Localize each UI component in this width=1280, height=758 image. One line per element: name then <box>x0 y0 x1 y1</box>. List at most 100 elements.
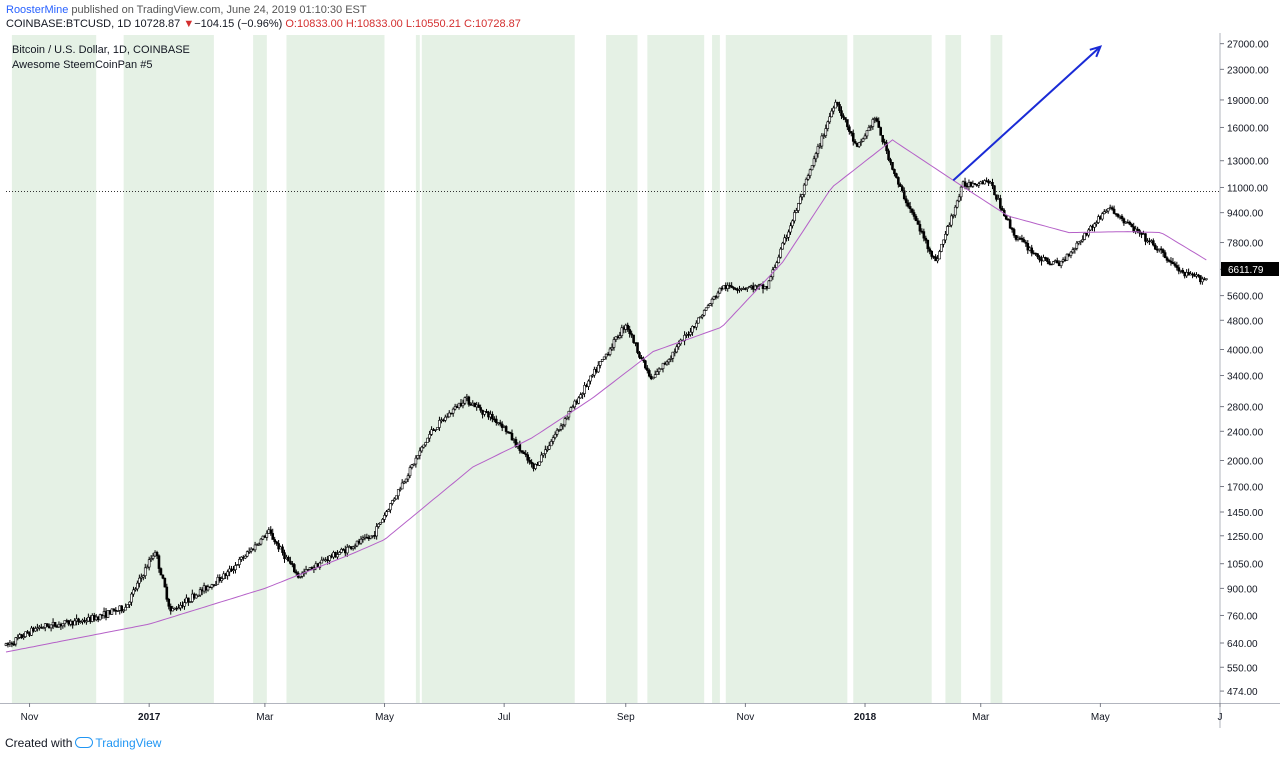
candle-body <box>1004 215 1008 220</box>
candle-body <box>1046 257 1049 262</box>
candle-body <box>377 523 380 527</box>
candle-body <box>563 418 567 426</box>
price-tick-label: 5600.00 <box>1227 292 1264 303</box>
candle-body <box>408 467 412 477</box>
candle-body <box>140 576 143 579</box>
candle-body <box>243 555 247 559</box>
candle-body <box>698 316 702 319</box>
candle-body <box>98 614 102 621</box>
candle-body <box>1173 263 1177 266</box>
price-tick-label: 550.00 <box>1227 663 1258 674</box>
candle-body <box>618 335 622 338</box>
candle-body <box>1081 239 1085 242</box>
candle-body <box>544 449 547 455</box>
price-tick-label: 3400.00 <box>1227 372 1264 383</box>
candle-body <box>1204 278 1208 281</box>
price-tick-label: 1250.00 <box>1227 532 1264 543</box>
candle-body <box>1171 262 1175 265</box>
candle-body <box>1089 225 1092 231</box>
candle-body <box>508 431 512 434</box>
candle-body <box>422 444 426 448</box>
candle-body <box>914 216 918 222</box>
candle-body <box>748 286 751 289</box>
candle-body <box>518 444 522 451</box>
candle-body <box>867 127 871 132</box>
candle-body <box>283 552 286 560</box>
candle-body <box>147 559 151 568</box>
candle-body <box>598 361 602 366</box>
candle-body <box>810 165 814 171</box>
price-tick-label: 16000.00 <box>1227 123 1269 134</box>
price-tick-label: 1450.00 <box>1227 508 1264 519</box>
candle-body <box>626 324 630 330</box>
price-chart[interactable]: 474.00 550.00 640.00 760.00 900.00 1050.00 125… <box>0 33 1280 728</box>
candle-body <box>859 141 863 143</box>
candle-body <box>906 202 910 207</box>
moving-average-series <box>5 139 1207 653</box>
price-tick-label: 4800.00 <box>1227 316 1264 327</box>
time-tick-label: Nov <box>21 712 39 723</box>
candle-body <box>795 210 798 213</box>
candle-body <box>410 464 414 468</box>
candle-body <box>895 173 898 178</box>
candle-body <box>232 569 235 572</box>
tradingview-link[interactable]: TradingView <box>95 736 162 750</box>
candle-body <box>49 624 53 629</box>
candle-body <box>973 183 977 185</box>
candle-body <box>277 543 280 550</box>
candle-body <box>463 397 467 404</box>
candle-body <box>126 604 129 608</box>
candle-body <box>26 631 29 634</box>
candle-body <box>245 551 249 557</box>
candle-body <box>844 117 847 120</box>
candle-body <box>294 571 298 574</box>
last-price: 10728.87 <box>134 18 181 30</box>
candle-body <box>991 182 994 187</box>
candle-body <box>451 408 455 414</box>
candle-body <box>306 569 310 571</box>
candle-body <box>697 317 700 324</box>
candle-body <box>157 555 161 569</box>
candle-body <box>328 555 331 561</box>
author-link[interactable]: RoosterMine <box>6 4 69 16</box>
candle-body <box>657 368 661 372</box>
legend-indicator: Awesome SteemCoinPan #5 <box>12 59 153 71</box>
candle-body <box>194 594 198 599</box>
candle-body <box>1165 257 1169 261</box>
candle-body <box>1073 248 1077 250</box>
candle-body <box>708 303 712 306</box>
candle-body <box>391 500 394 504</box>
candle-body <box>1102 211 1106 215</box>
candle-body <box>726 285 730 289</box>
candle-body <box>1079 240 1083 243</box>
candle-body <box>1050 263 1053 266</box>
candle-body <box>1095 222 1098 225</box>
candle-body <box>924 237 928 241</box>
candle-body <box>134 588 137 591</box>
candle-body <box>904 198 908 204</box>
candle-body <box>977 183 981 186</box>
candle-body <box>247 550 251 553</box>
candle-body <box>565 416 569 419</box>
candle-body <box>540 454 543 463</box>
time-axis: Nov 2017 Mar May Jul Sep Nov 2018 Mar May J <box>21 703 1223 723</box>
candle-body <box>445 416 449 419</box>
candle-body <box>559 425 563 430</box>
time-tick-label: Mar <box>256 712 274 723</box>
candle-body <box>644 360 647 369</box>
chart-area[interactable]: 474.00 550.00 640.00 760.00 900.00 1050.00 125… <box>0 33 1280 728</box>
candle-body <box>675 346 679 353</box>
published-text: published on TradingView.com, June 24, 2… <box>71 4 367 16</box>
candle-body <box>447 412 451 418</box>
candle-body <box>818 145 822 148</box>
candle-body <box>424 442 428 446</box>
candle-body <box>555 429 559 435</box>
candle-body <box>581 393 584 395</box>
candle-body <box>604 353 608 358</box>
candle-body <box>1048 261 1051 265</box>
chart-frame <box>0 33 1280 728</box>
candle-body <box>710 298 714 305</box>
time-tick-label: May <box>375 712 394 723</box>
candle-body <box>1116 213 1120 217</box>
candle-body <box>702 310 706 316</box>
